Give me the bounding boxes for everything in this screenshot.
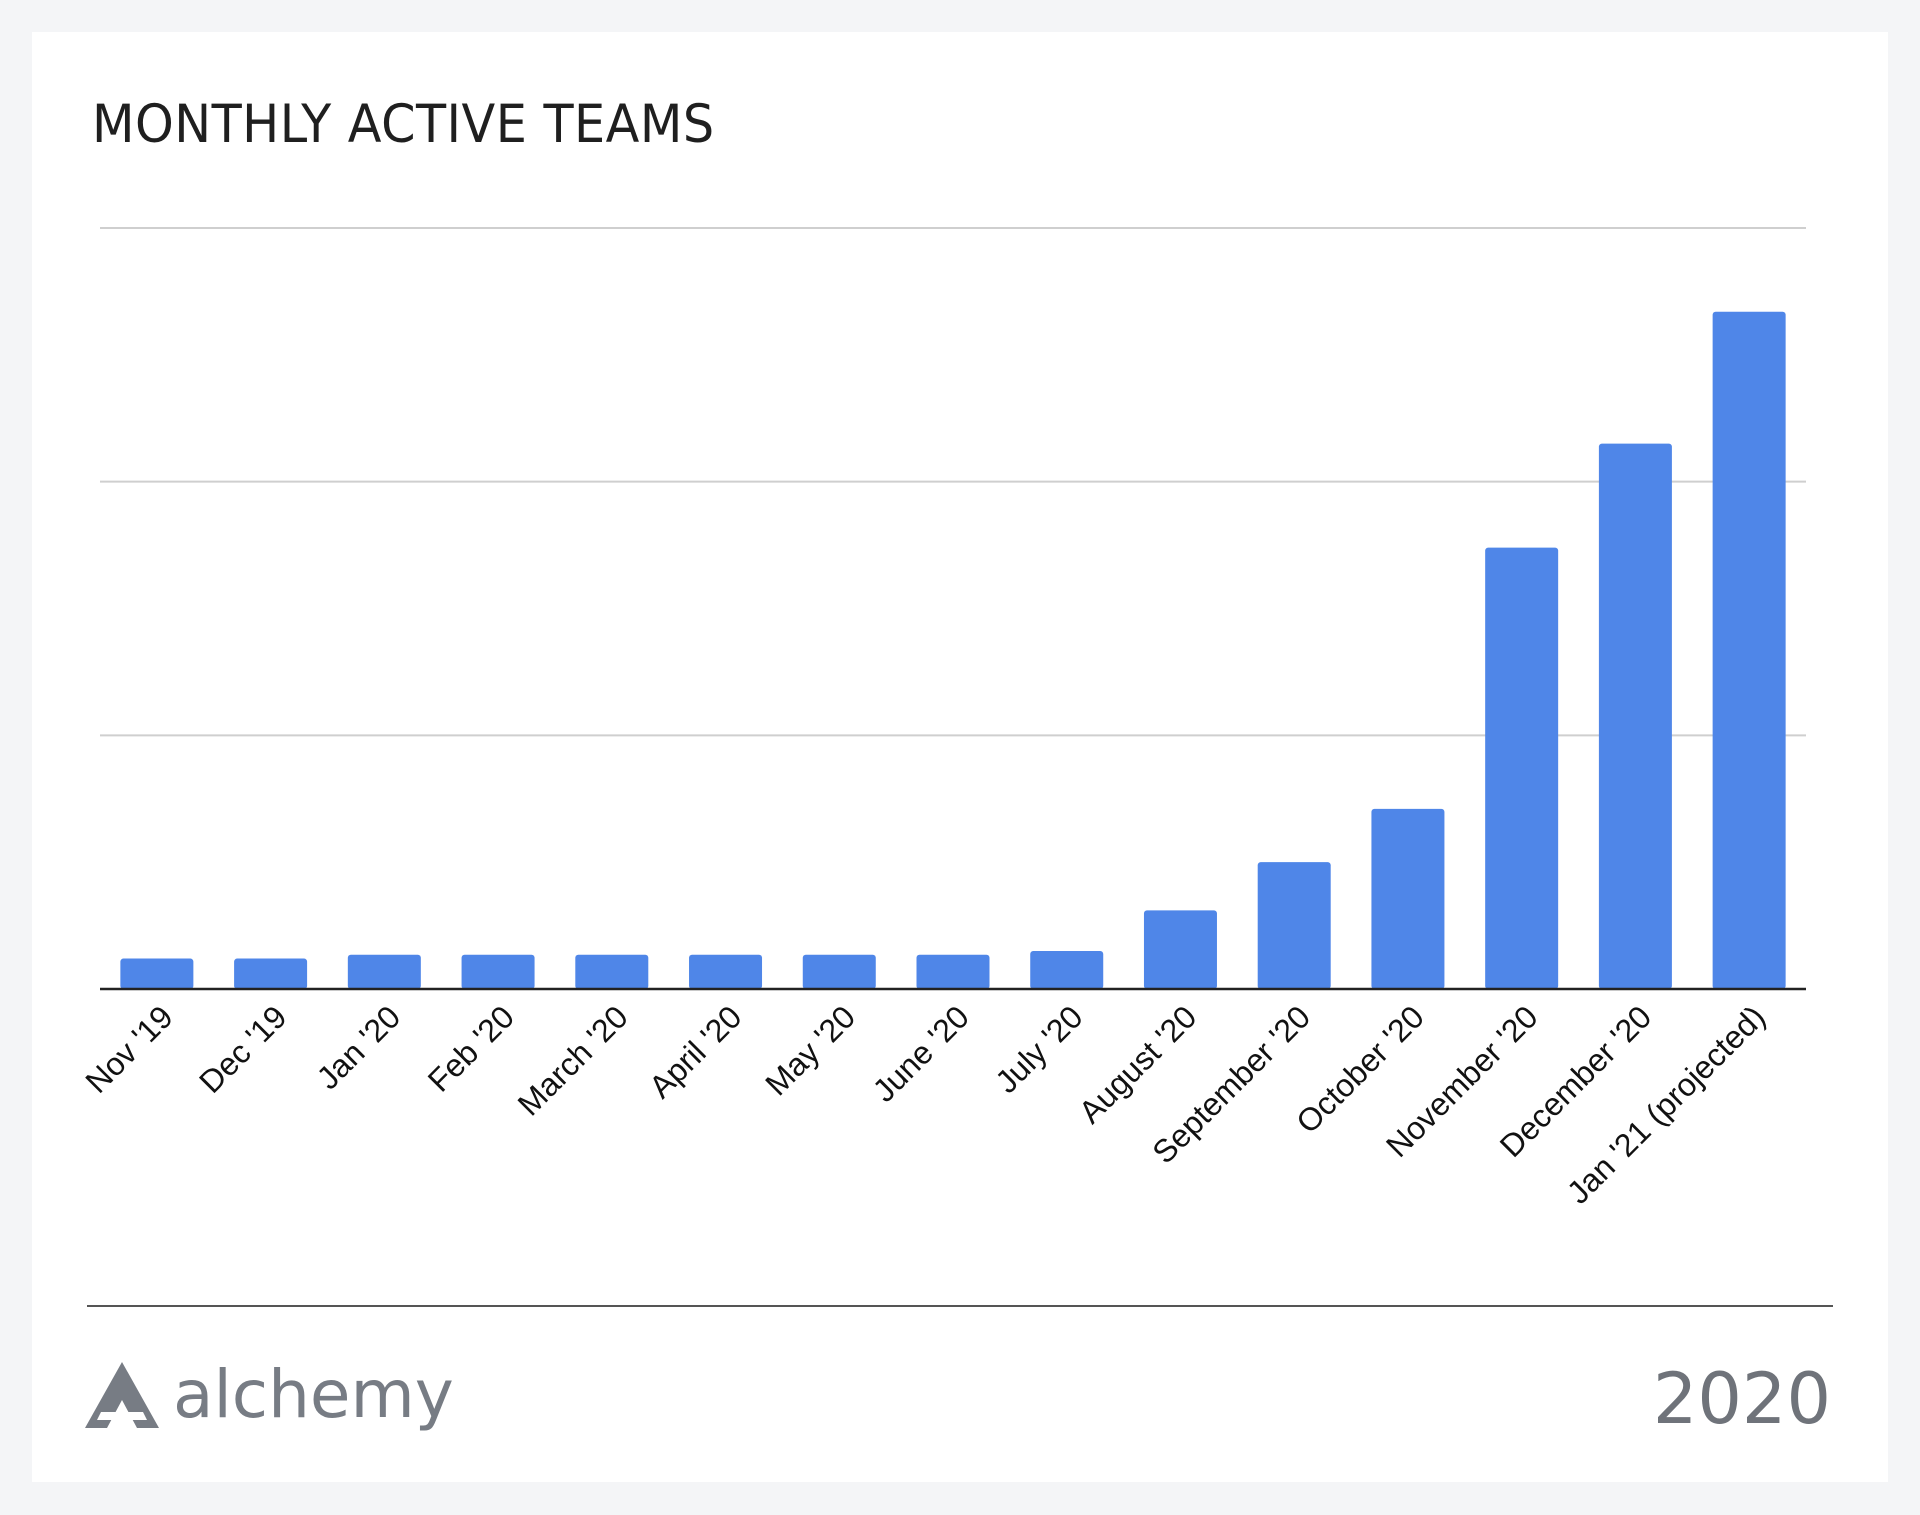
alchemy-logo-icon (85, 1362, 159, 1428)
chart-card (32, 32, 1888, 1482)
x-tick-label: April '20 (642, 998, 748, 1104)
x-tick-label: Dec '19 (192, 998, 293, 1099)
bar (1143, 910, 1217, 989)
alchemy-logo: alchemy (85, 1362, 454, 1428)
bar (575, 954, 649, 989)
x-tick-label: Nov '19 (78, 998, 179, 1099)
bar (1712, 311, 1786, 990)
bar (916, 954, 990, 989)
x-tick-label: July '20 (988, 998, 1089, 1099)
bar (1598, 443, 1672, 989)
bar (1030, 950, 1104, 989)
footer-divider (87, 1305, 1833, 1307)
bar (347, 954, 421, 989)
bar (1371, 808, 1445, 989)
bar (234, 958, 308, 989)
year-label: 2020 (1652, 1358, 1831, 1440)
bar (461, 954, 535, 989)
bar (1257, 862, 1331, 989)
x-tick-label: June '20 (866, 998, 976, 1108)
x-tick-label: Jan '21 (projected) (1560, 998, 1772, 1210)
x-tick-label: May '20 (758, 998, 862, 1102)
bar (1485, 547, 1559, 989)
x-tick-label: Jan '20 (310, 998, 408, 1096)
bar (120, 958, 194, 989)
bar (689, 954, 763, 989)
x-tick-label: March '20 (511, 998, 635, 1122)
bar (802, 954, 876, 989)
chart-title: MONTHLY ACTIVE TEAMS (92, 94, 715, 155)
brand-name: alchemy (173, 1356, 454, 1433)
x-tick-label: Feb '20 (421, 998, 521, 1098)
